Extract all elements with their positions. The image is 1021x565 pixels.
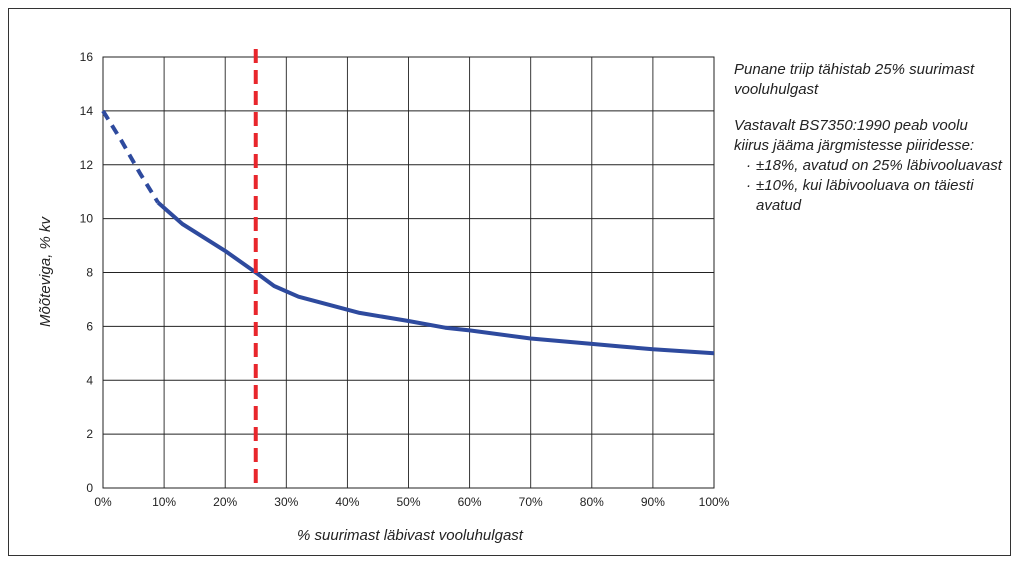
- y-tick-label: 0: [86, 481, 93, 495]
- note-bullet-text: ±10%, kui läbivooluava on täiesti avatud: [756, 177, 974, 214]
- series-line-dashed: [101, 109, 160, 204]
- x-tick-label: 50%: [396, 495, 420, 509]
- x-tick-label: 100%: [699, 495, 730, 509]
- grid: [102, 56, 715, 489]
- note-bullet-text: ±18%, avatud on 25% läbivooluavast: [756, 157, 1002, 174]
- x-tick-label: 30%: [274, 495, 298, 509]
- y-tick-label: 4: [86, 373, 93, 387]
- y-tick-label: 16: [80, 50, 94, 64]
- y-axis-title: Mõõteviga, % kv: [37, 215, 54, 327]
- y-tick-label: 12: [80, 158, 94, 172]
- x-tick-label: 20%: [213, 495, 237, 509]
- x-tick-label: 80%: [580, 495, 604, 509]
- note-bullet-item: · ±10%, kui läbivooluava on täiesti avat…: [734, 176, 1004, 216]
- y-tick-label: 2: [86, 427, 93, 441]
- x-tick-label: 0%: [94, 495, 112, 509]
- y-tick-label: 14: [80, 104, 94, 118]
- x-axis-ticks: 0% 10% 20% 30% 40% 50% 60% 70% 80% 90% 100%: [94, 495, 729, 509]
- x-tick-label: 70%: [519, 495, 543, 509]
- note-reference-line: Punane triip tähistab 25% suurimast vool…: [734, 61, 975, 98]
- bullet-dot: ·: [746, 157, 751, 174]
- y-tick-label: 10: [80, 212, 94, 226]
- x-axis-title: % suurimast läbivast vooluhulgast: [297, 527, 524, 544]
- series-group: [101, 109, 715, 356]
- note-standard: Vastavalt BS7350:1990 peab voolu kiirus …: [734, 117, 975, 154]
- x-tick-label: 40%: [335, 495, 359, 509]
- y-tick-label: 6: [86, 319, 93, 333]
- x-tick-label: 90%: [641, 495, 665, 509]
- bullet-dot: ·: [746, 177, 751, 194]
- annotation-panel: Punane triip tähistab 25% suurimast vool…: [734, 60, 1004, 216]
- y-axis-ticks: 0 2 4 6 8 10 12 14 16: [80, 50, 94, 495]
- note-bullet-item: · ±18%, avatud on 25% läbivooluavast: [734, 156, 1004, 176]
- x-tick-label: 10%: [152, 495, 176, 509]
- note-bullet-list: · ±18%, avatud on 25% läbivooluavast · ±…: [734, 156, 1004, 216]
- series-line-solid: [156, 200, 715, 356]
- y-tick-label: 8: [86, 266, 93, 280]
- chart-frame: [8, 8, 1011, 556]
- x-tick-label: 60%: [458, 495, 482, 509]
